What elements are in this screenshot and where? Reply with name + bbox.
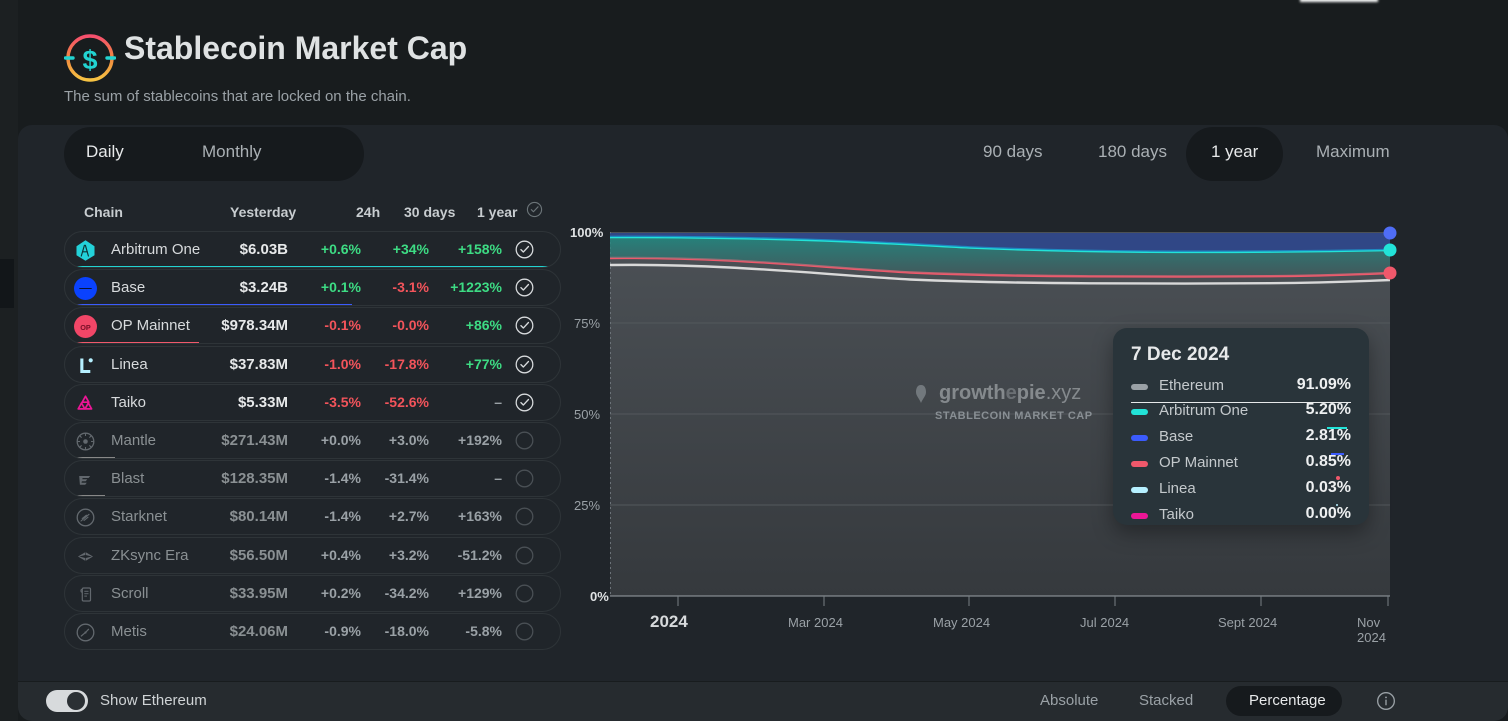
svg-text:OP: OP <box>80 324 91 333</box>
svg-text:$: $ <box>82 45 97 75</box>
